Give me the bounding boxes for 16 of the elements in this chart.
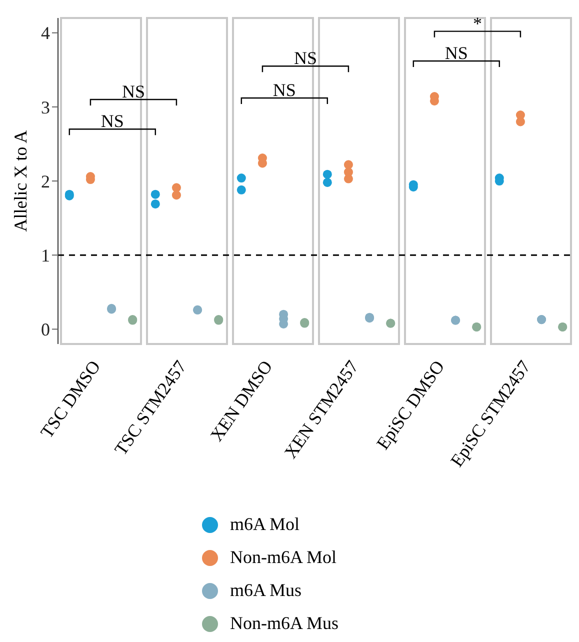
y-axis-title: Allelic X to A [10,130,30,232]
legend-label: m6A Mus [230,580,302,601]
y-tick-label: 0 [41,320,50,340]
legend-label: Non-m6A Mus [230,613,339,634]
annotation: * [472,13,482,34]
legend-label: Non-m6A Mol [230,547,337,568]
annotation: NS [122,82,145,102]
annotation: NS [444,42,468,63]
y-tick-label: 4 [41,23,50,44]
annotation: NS [100,111,124,132]
y-tick-label: 3 [41,97,50,118]
annotation: NS [272,80,296,100]
legend-label: m6A Mol [230,514,300,535]
y-tick-label: 2 [41,171,50,192]
y-tick-label: 1 [41,245,50,266]
annotation: NS [294,48,317,68]
